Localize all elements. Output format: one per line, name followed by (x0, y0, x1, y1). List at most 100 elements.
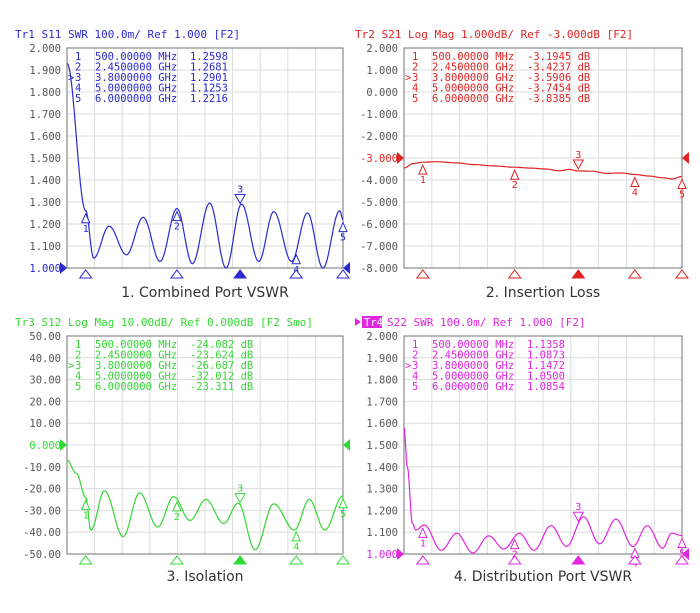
marker-axis-triangle-icon (507, 555, 522, 565)
marker-label: 1 (420, 175, 426, 186)
y-tick-label: 1.600 (366, 418, 398, 430)
y-tick-label: 1.000 (366, 65, 398, 77)
marker-table-value: -3.5906 dB (527, 72, 590, 84)
marker-triangle-icon (572, 159, 585, 171)
marker-table-frequency: 3.8000000 GHz (432, 72, 514, 84)
trace-line (403, 427, 682, 554)
chart-panel-2: 2.000 1.000 0.000 -1.000 -2.000 -3.000 -4.000 -… (355, 28, 689, 301)
marker-axis-triangle-icon (233, 269, 248, 279)
marker-table-value: -23.311 dB (190, 381, 253, 393)
y-tick-label: 1.100 (366, 527, 398, 539)
marker-table-number: 1 (412, 51, 418, 63)
marker-label: 3 (575, 502, 581, 513)
marker-triangle-icon (291, 530, 301, 542)
y-tick-label: -20.00 (23, 484, 61, 496)
y-tick-label: -40.00 (23, 527, 61, 539)
y-tick-label: 0.000 (366, 87, 398, 99)
marker-table-number: 2 (412, 350, 418, 362)
marker-table-number: 2 (75, 350, 81, 362)
marker-table-value: -3.4237 dB (527, 62, 590, 74)
active-marker-indicator-icon: > (405, 72, 411, 84)
marker-triangle-icon (80, 212, 91, 224)
y-tick-label: 2.000 (366, 331, 398, 343)
marker-axis-triangle-icon (415, 269, 430, 279)
y-tick-label: 1.400 (366, 462, 398, 474)
y-tick-label: 1.000 (366, 549, 398, 561)
marker-table-value: 1.2216 (190, 93, 228, 105)
reference-level-left-icon (60, 439, 67, 451)
y-tick-label: -7.000 (360, 241, 398, 253)
y-tick-label: -4.000 (360, 175, 398, 187)
marker-label: 5 (679, 189, 685, 200)
marker-triangle-icon (172, 500, 182, 512)
y-tick-label: 1.800 (366, 375, 398, 387)
chart-caption: 3. Isolation (166, 569, 243, 585)
trace-tag: Tr4 (364, 317, 383, 329)
y-tick-label: 20.00 (29, 396, 61, 408)
marker-table-number: 2 (412, 62, 418, 74)
marker-axis-triangle-icon (78, 555, 93, 565)
marker-label: 5 (340, 233, 346, 244)
marker-table-frequency: 5.0000000 GHz (95, 83, 177, 95)
y-tick-label: 1.300 (29, 197, 61, 209)
marker-axis-triangle-icon (571, 269, 586, 279)
marker-table-value: -26.687 dB (190, 360, 253, 372)
marker-label: 2 (174, 222, 180, 233)
trace-line (404, 161, 682, 180)
marker-label: 1 (83, 224, 89, 235)
marker-table-value: 1.1472 (527, 360, 565, 372)
reference-level-left-icon (397, 152, 404, 164)
marker-table-frequency: 500.00000 MHz (95, 339, 177, 351)
marker-axis-triangle-icon (571, 555, 586, 565)
trace-header: Tr2 S21 Log Mag 1.000dB/ Ref -3.000dB [F… (355, 28, 633, 41)
marker-triangle-icon (572, 511, 585, 523)
y-tick-label: -30.00 (23, 505, 61, 517)
marker-label: 2 (174, 512, 180, 523)
y-tick-label: 1.200 (366, 505, 398, 517)
marker-table-value: 1.1253 (190, 83, 228, 95)
y-tick-label: 10.00 (29, 418, 61, 430)
marker-table-value: 1.0873 (527, 350, 565, 362)
marker-axis-triangle-icon (507, 269, 522, 279)
y-tick-label: 40.00 (29, 353, 61, 365)
marker-table-frequency: 3.8000000 GHz (95, 72, 177, 84)
y-tick-label: 30.00 (29, 375, 61, 387)
marker-axis-triangle-icon (289, 555, 304, 565)
marker-table-frequency: 500.00000 MHz (432, 51, 514, 63)
marker-table-value: 1.0854 (527, 381, 565, 393)
marker-table-frequency: 6.0000000 GHz (95, 93, 177, 105)
marker-triangle-icon (418, 163, 428, 175)
marker-table-number: 4 (75, 83, 81, 95)
trace-tag-badge (362, 316, 382, 328)
marker-axis-triangle-icon (675, 555, 689, 565)
reference-level-left-icon (397, 548, 404, 560)
plot-frame (403, 335, 683, 555)
marker-table-number: 4 (412, 371, 418, 383)
reference-level-right-icon (343, 439, 350, 451)
trace-header: Tr3 S12 Log Mag 10.00dB/ Ref 0.000dB [F2… (15, 316, 313, 329)
marker-table-value: -3.8385 dB (527, 93, 590, 105)
marker-table-number: 3 (412, 72, 418, 84)
marker-axis-triangle-icon (627, 269, 642, 279)
y-tick-label: 1.600 (29, 131, 61, 143)
marker-triangle-icon (677, 178, 687, 189)
marker-table-value: 1.1358 (527, 339, 565, 351)
marker-axis-triangle-icon (415, 555, 430, 565)
trace-header: S22 SWR 100.0m/ Ref 1.000 [F2] (387, 316, 586, 329)
y-tick-label: -6.000 (360, 219, 398, 231)
marker-label: 3 (575, 150, 581, 161)
marker-table-number: 4 (75, 371, 81, 383)
marker-table-value: -3.7454 dB (527, 83, 590, 95)
y-tick-label: 2.000 (29, 43, 61, 55)
marker-triangle-icon (338, 221, 348, 233)
marker-table-value: 1.0500 (527, 371, 565, 383)
marker-table-frequency: 5.0000000 GHz (432, 83, 514, 95)
trace-line (66, 62, 344, 269)
marker-label: 2 (512, 550, 518, 561)
marker-table-frequency: 6.0000000 GHz (95, 381, 177, 393)
y-tick-label: 50.00 (29, 331, 61, 343)
marker-label: 5 (679, 548, 685, 559)
y-tick-label: -1.000 (360, 109, 398, 121)
chart-panel-1: 2.000 1.900 1.800 1.700 1.600 1.500 1.400 1.300… (15, 28, 350, 301)
reference-level-right-icon (343, 262, 350, 274)
